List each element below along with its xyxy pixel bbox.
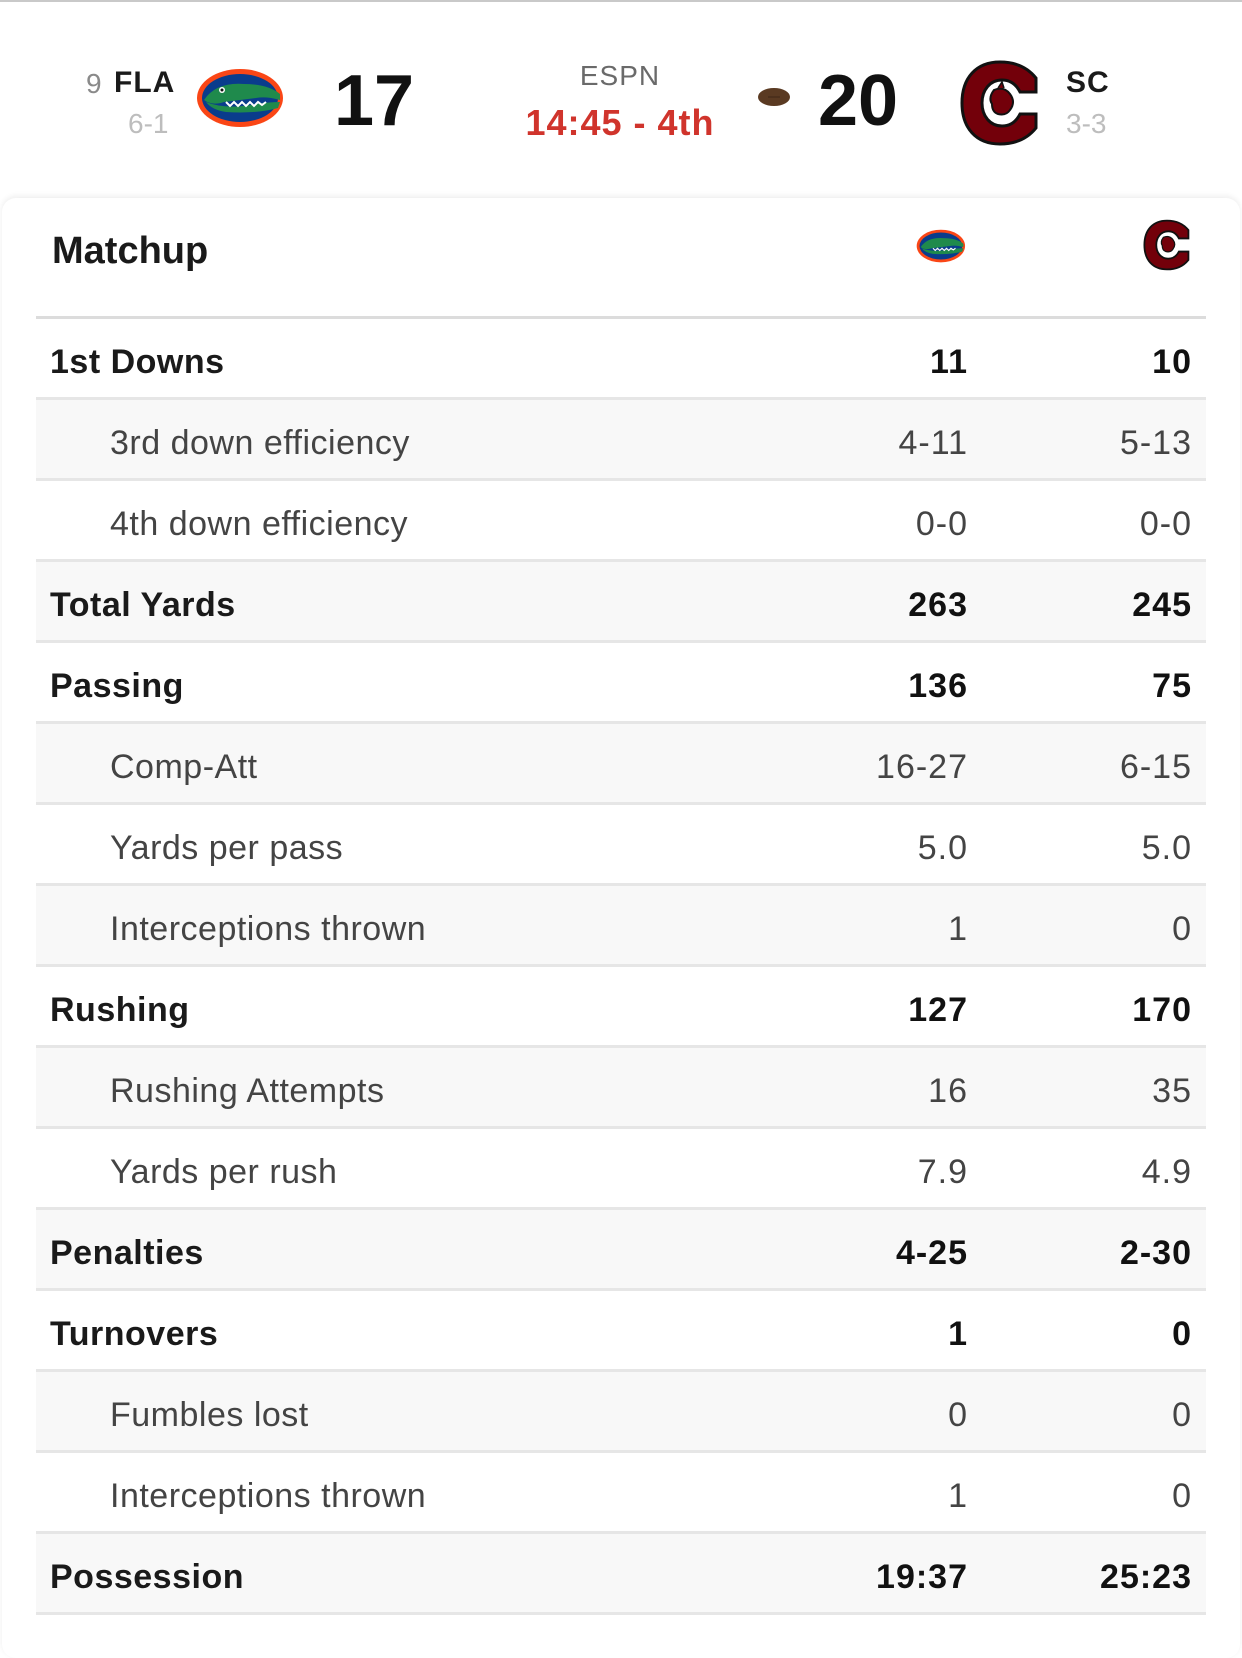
home-stat-value: 25:23 [1100,1558,1192,1596]
home-stat-value: 0 [1172,1396,1192,1434]
header-divider [36,316,1206,319]
away-stat-value: 0-0 [915,505,968,543]
stat-label: 1st Downs [50,343,225,381]
stat-row-fumbles-lost: Fumbles lost 0 0 [36,1372,1206,1453]
matchup-card: Matchup 1st Downs 11 10 3rd down efficie… [2,198,1240,1658]
game-clock: 14:45 - 4th [525,102,715,143]
home-stat-value: 245 [1132,586,1192,624]
home-stat-value: 0 [1172,910,1192,948]
florida-gators-logo-icon [916,229,966,263]
away-stat-value: 136 [908,667,968,705]
away-stat-value: 4-11 [898,424,968,462]
stat-label: Yards per pass [110,829,344,867]
stat-label: Interceptions thrown [110,910,427,948]
stat-row-comp-att: Comp-Att 16-27 6-15 [36,724,1206,805]
away-stat-value: 19:37 [876,1558,968,1596]
away-stat-value: 1 [948,910,968,948]
home-stat-value: 6-15 [1119,748,1192,786]
stat-row-interceptions-thrown-2: Interceptions thrown 1 0 [36,1453,1206,1534]
stat-row-passing: Passing 136 75 [36,643,1206,724]
home-stat-value: 2-30 [1119,1234,1192,1272]
away-team-abbr: FLA [114,66,176,99]
away-stat-value: 1 [948,1477,968,1515]
stat-row-possession: Possession 19:37 25:23 [36,1534,1206,1615]
away-stat-value: 127 [908,991,968,1029]
home-stat-value: 10 [1152,343,1192,381]
home-stat-value: 5-13 [1119,424,1192,462]
away-stat-value: 4-25 [895,1234,968,1272]
stat-row-4th-down-efficiency: 4th down efficiency 0-0 0-0 [36,481,1206,562]
stat-row-turnovers: Turnovers 1 0 [36,1291,1206,1372]
home-stat-value: 0 [1172,1477,1192,1515]
home-stat-value: 75 [1152,667,1192,705]
home-stat-value: 5.0 [1141,829,1192,867]
stat-label: Passing [50,667,184,705]
stat-label: Turnovers [50,1315,219,1353]
away-rank: 9 [86,68,102,99]
stat-label: Possession [50,1558,244,1596]
away-stat-value: 0 [948,1396,968,1434]
away-stat-value: 16-27 [876,748,968,786]
home-stat-value: 35 [1152,1072,1192,1110]
stat-label: Comp-Att [110,748,258,786]
away-stat-value: 263 [908,586,968,624]
home-stat-value: 170 [1132,991,1192,1029]
stat-label: Yards per rush [110,1153,338,1191]
south-carolina-gamecocks-logo-icon[interactable] [958,58,1042,148]
home-stat-value: 0 [1172,1315,1192,1353]
home-team-record: 3-3 [1066,108,1107,139]
stat-label: Fumbles lost [110,1396,309,1434]
stat-row-total-yards: Total Yards 263 245 [36,562,1206,643]
away-score: 17 [334,61,415,141]
florida-gators-logo-icon[interactable] [196,66,288,130]
stats-table: 1st Downs 11 10 3rd down efficiency 4-11… [36,319,1206,1615]
stat-row-interceptions-thrown: Interceptions thrown 1 0 [36,886,1206,967]
home-stat-value: 0-0 [1139,505,1192,543]
scoreboard[interactable]: 9 FLA 6-1 17 ESPN 14:45 - 4th 20 SC 3-3 [0,2,1242,192]
home-stat-value: 4.9 [1141,1153,1192,1191]
stat-label: Interceptions thrown [110,1477,427,1515]
home-score: 20 [818,61,899,141]
stat-row-1st-downs: 1st Downs 11 10 [36,319,1206,400]
away-team-record: 6-1 [128,108,169,139]
stat-label: 4th down efficiency [110,505,409,543]
matchup-header: Matchup [36,198,1206,316]
home-team-abbr: SC [1066,66,1110,99]
away-stat-value: 7.9 [917,1153,968,1191]
stat-row-yards-per-rush: Yards per rush 7.9 4.9 [36,1129,1206,1210]
stat-label: Rushing [50,991,190,1029]
stat-row-yards-per-pass: Yards per pass 5.0 5.0 [36,805,1206,886]
south-carolina-gamecocks-logo-icon [1143,219,1190,271]
away-stat-value: 16 [928,1072,968,1110]
matchup-title: Matchup [52,230,209,272]
stat-row-penalties: Penalties 4-25 2-30 [36,1210,1206,1291]
football-icon [758,88,790,106]
stat-label: 3rd down efficiency [110,424,410,462]
stat-label: Penalties [50,1234,204,1272]
away-stat-value: 5.0 [917,829,968,867]
stat-row-rushing: Rushing 127 170 [36,967,1206,1048]
stat-label: Total Yards [50,586,236,624]
stat-row-3rd-down-efficiency: 3rd down efficiency 4-11 5-13 [36,400,1206,481]
stat-row-rushing-attempts: Rushing Attempts 16 35 [36,1048,1206,1129]
stat-label: Rushing Attempts [110,1072,385,1110]
broadcast-network: ESPN [579,60,661,91]
away-stat-value: 11 [930,343,968,381]
top-divider [0,0,1242,2]
away-stat-value: 1 [948,1315,968,1353]
